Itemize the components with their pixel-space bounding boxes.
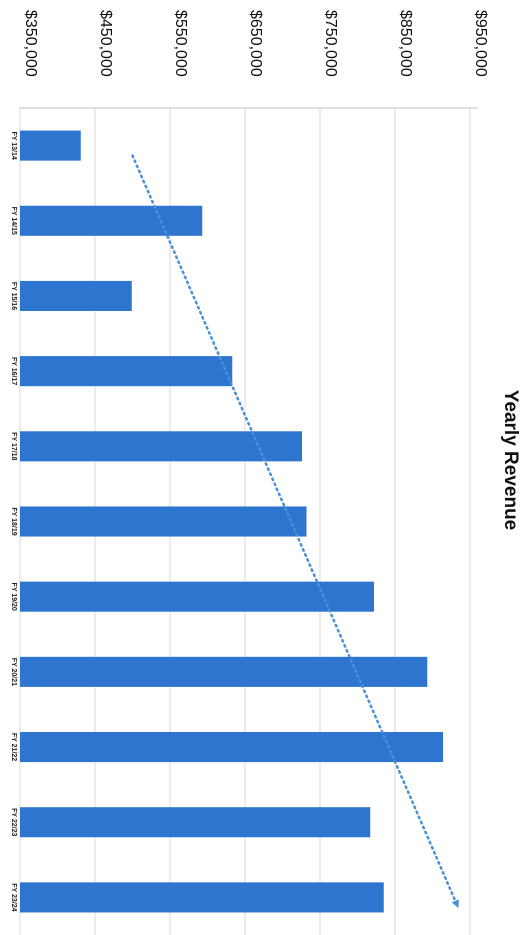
trendline-arrow <box>131 154 459 909</box>
category-label: FY 17/18 <box>10 432 17 460</box>
category-label: FY 20/21 <box>10 658 17 686</box>
value-tick-label: $950,000 <box>472 10 489 77</box>
category-label: FY 23/24 <box>10 883 17 911</box>
bar <box>20 732 443 763</box>
category-label: FY 18/19 <box>10 507 17 535</box>
bar <box>20 882 384 913</box>
category-label: FY 19/20 <box>10 583 17 611</box>
value-tick-label: $550,000 <box>172 10 189 77</box>
bar <box>20 807 371 838</box>
chart-title: Yearly Revenue <box>500 390 521 530</box>
value-tick-label: $850,000 <box>397 10 414 77</box>
value-tick-label: $650,000 <box>247 10 264 77</box>
value-tick-label: $450,000 <box>97 10 114 77</box>
bar <box>20 205 203 236</box>
bar <box>20 506 307 537</box>
category-axis: FY 13/14 FY 14/15 FY 15/16 FY 16/17 FY 17/18… <box>10 131 17 911</box>
category-label: FY 21/22 <box>10 733 17 761</box>
bar <box>20 431 302 462</box>
bars <box>20 130 443 913</box>
value-tick-label: $750,000 <box>322 10 339 77</box>
category-label: FY 16/17 <box>10 357 17 385</box>
bar <box>20 130 81 161</box>
value-axis: $350,000 $450,000 $550,000 $650,000 $750,000… <box>22 10 489 77</box>
category-label: FY 22/23 <box>10 808 17 836</box>
category-label: FY 13/14 <box>10 131 17 159</box>
category-label: FY 14/15 <box>10 207 17 235</box>
category-label: FY 15/16 <box>10 282 17 310</box>
value-tick-label: $350,000 <box>22 10 39 77</box>
bar <box>20 280 132 311</box>
bar <box>20 656 428 687</box>
bar <box>20 581 374 612</box>
bar <box>20 356 233 387</box>
trendline <box>131 154 459 909</box>
